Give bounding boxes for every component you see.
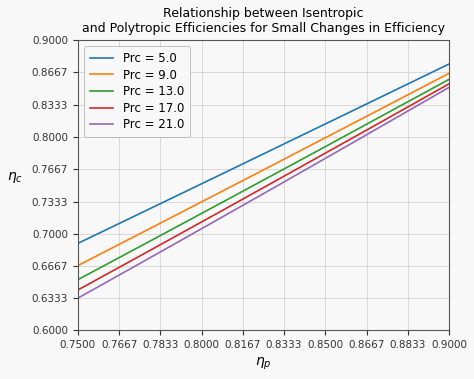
Prc = 9.0 [296,149,301,154]
Prc = 5.0 [379,94,385,99]
Prc = 17.0 [438,86,443,91]
Prc = 5.0 [276,144,282,149]
Line: Prc = 5.0: Prc = 5.0 [78,64,449,243]
Prc = 21.0 [75,296,81,301]
Prc = 13.0 [276,170,282,174]
Prc = 17.0 [254,190,259,194]
Prc = 17.0 [75,288,81,292]
Line: Prc = 17.0: Prc = 17.0 [78,84,449,290]
Prc = 13.0 [296,159,301,163]
Prc = 13.0 [75,277,81,282]
Prc = 17.0 [379,119,385,124]
Y-axis label: $\eta_c$: $\eta_c$ [7,171,23,185]
Prc = 21.0 [254,196,259,200]
Prc = 9.0 [254,171,259,176]
Prc = 9.0 [446,71,452,75]
Prc = 5.0 [446,62,452,66]
Prc = 21.0 [276,183,282,187]
Line: Prc = 9.0: Prc = 9.0 [78,73,449,266]
Prc = 13.0 [379,114,385,118]
Prc = 21.0 [438,90,443,95]
Prc = 9.0 [75,263,81,268]
Prc = 9.0 [438,76,443,80]
Prc = 21.0 [296,171,301,176]
Legend: Prc = 5.0, Prc = 9.0, Prc = 13.0, Prc = 17.0, Prc = 21.0: Prc = 5.0, Prc = 9.0, Prc = 13.0, Prc = … [83,46,190,137]
Prc = 17.0 [296,166,301,170]
Prc = 9.0 [276,160,282,164]
Line: Prc = 13.0: Prc = 13.0 [78,79,449,280]
Prc = 17.0 [251,191,257,195]
Prc = 17.0 [446,81,452,86]
Prc = 21.0 [446,85,452,90]
Title: Relationship between Isentropic
and Polytropic Efficiencies for Small Changes in: Relationship between Isentropic and Poly… [82,7,445,35]
Prc = 13.0 [251,183,257,188]
Prc = 21.0 [251,197,257,201]
Prc = 13.0 [254,182,259,186]
Prc = 5.0 [251,156,257,161]
Prc = 21.0 [379,124,385,128]
Prc = 17.0 [276,177,282,182]
Prc = 13.0 [438,82,443,86]
Prc = 9.0 [251,172,257,177]
X-axis label: $\eta_p$: $\eta_p$ [255,356,272,372]
Prc = 13.0 [446,77,452,81]
Line: Prc = 21.0: Prc = 21.0 [78,88,449,298]
Prc = 5.0 [254,155,259,160]
Prc = 9.0 [379,106,385,111]
Prc = 5.0 [75,241,81,246]
Prc = 5.0 [296,135,301,139]
Prc = 5.0 [438,66,443,70]
